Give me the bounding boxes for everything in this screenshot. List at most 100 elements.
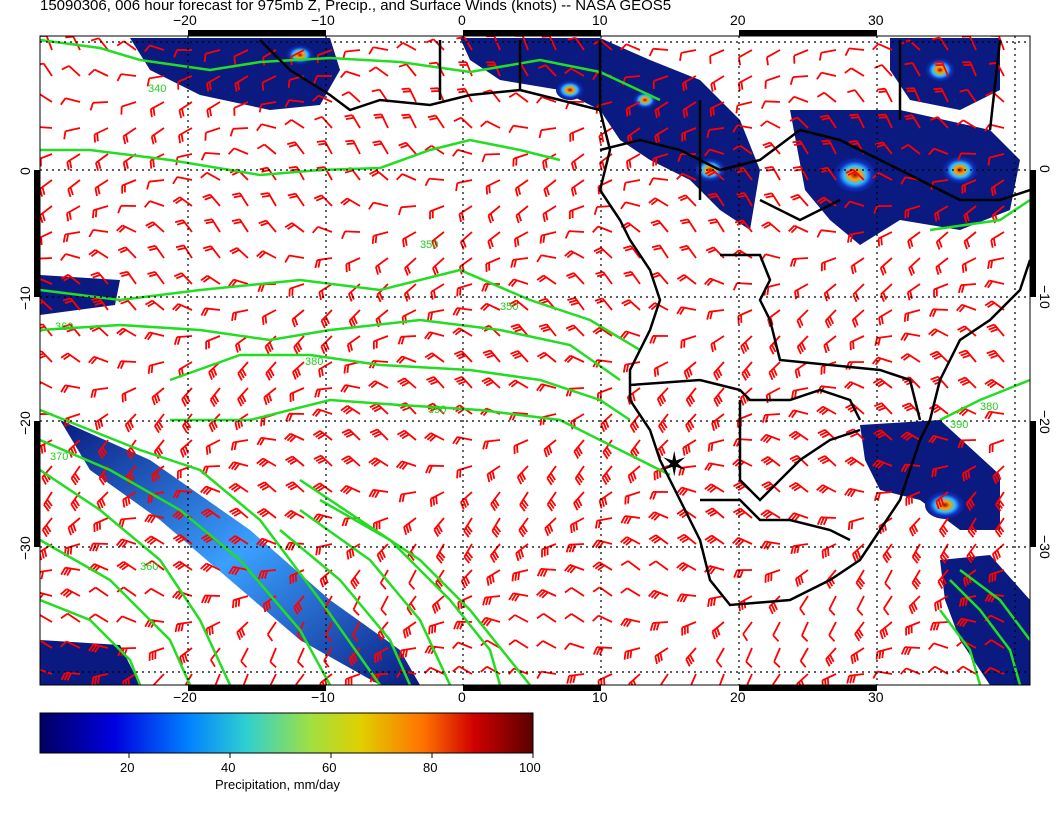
- wind-barb: [200, 485, 221, 496]
- wind-barb: [816, 516, 837, 526]
- wind-barb: [237, 387, 249, 407]
- wind-barb: [435, 569, 445, 590]
- wind-barb: [369, 673, 389, 683]
- wind-barb: [564, 354, 585, 364]
- wind-barb: [620, 617, 641, 628]
- wind-barb: [480, 665, 501, 675]
- wind-barb: [200, 508, 221, 519]
- wind-barb: [116, 360, 137, 370]
- wind-barb: [179, 439, 193, 458]
- wind-barb: [95, 153, 109, 171]
- wind-barb: [652, 153, 669, 167]
- wind-barb: [345, 257, 361, 273]
- wind-barb: [844, 456, 865, 467]
- wind-barb: [707, 192, 725, 207]
- wind-barb: [648, 589, 669, 600]
- wind-barb: [256, 537, 277, 548]
- wind-barb: [368, 201, 389, 210]
- wind-barb: [88, 613, 109, 623]
- wind-barb: [285, 455, 305, 467]
- wind-barb: [93, 127, 109, 143]
- wind-barb: [877, 113, 893, 129]
- wind-barb: [956, 617, 977, 628]
- wind-barb: [789, 75, 809, 85]
- wind-barb: [341, 428, 361, 441]
- wind-barb: [872, 378, 893, 389]
- wind-barb: [984, 123, 1005, 132]
- wind-barb: [124, 413, 137, 433]
- wind-barb: [934, 61, 949, 77]
- wind-barb: [117, 647, 137, 657]
- wind-barb: [371, 231, 389, 244]
- wind-barb: [200, 307, 221, 317]
- wind-barb: [174, 219, 193, 233]
- wind-barb: [116, 73, 137, 82]
- wind-barb: [706, 309, 725, 320]
- wind-barb: [377, 621, 389, 641]
- wind-barb: [508, 92, 529, 103]
- wind-barb: [149, 101, 165, 118]
- wind-barb: [286, 141, 305, 155]
- wind-barb: [623, 270, 641, 285]
- wind-barb: [117, 204, 137, 214]
- wind-barb: [508, 614, 529, 623]
- wind-barb: [173, 49, 193, 58]
- wind-barb: [957, 325, 977, 337]
- wind-barb: [935, 257, 949, 276]
- wind-barb: [62, 323, 81, 337]
- wind-barb: [398, 63, 417, 77]
- wind-barb: [564, 564, 585, 574]
- wind-barb: [847, 517, 865, 531]
- lat-ticks-left: 0 −10 −20 −30: [17, 167, 33, 560]
- wind-barb: [685, 647, 697, 667]
- wind-barb: [601, 465, 613, 486]
- wind-barb: [432, 257, 445, 276]
- wind-barb: [676, 562, 697, 572]
- wind-barb: [228, 147, 249, 155]
- wind-barb: [746, 673, 753, 685]
- wind-barb: [510, 323, 529, 337]
- wind-barb: [620, 515, 641, 525]
- wind-barb: [234, 413, 249, 431]
- wind-barb: [174, 621, 193, 633]
- wind-barb: [790, 193, 809, 207]
- wind-barb: [704, 277, 725, 287]
- wind-barb: [856, 595, 865, 616]
- wind-barb: [796, 309, 809, 329]
- wind-barb: [677, 194, 697, 207]
- contour-label: 360: [55, 321, 73, 333]
- wind-barb: [931, 36, 949, 51]
- wind-barb: [200, 274, 221, 285]
- wind-barb: [538, 323, 557, 337]
- wind-barb: [369, 402, 389, 415]
- wind-barb: [143, 44, 165, 53]
- wind-barb: [984, 666, 1005, 675]
- wind-barb: [398, 647, 417, 659]
- wind-barb: [536, 96, 557, 104]
- wind-barb: [935, 491, 949, 510]
- colorbar-ramp: [39, 712, 534, 754]
- wind-barb: [340, 484, 361, 495]
- wind-barb: [153, 673, 165, 685]
- wind-barb: [795, 569, 809, 587]
- wind-barb: [204, 218, 221, 233]
- wind-barb: [901, 402, 921, 415]
- wind-barb: [229, 127, 249, 137]
- wind-barb: [680, 335, 697, 349]
- wind-barb: [485, 257, 501, 272]
- wind-barb: [715, 647, 725, 668]
- graticule: [40, 36, 1030, 685]
- wind-barb: [789, 116, 809, 129]
- wind-barb: [424, 177, 445, 187]
- wind-barb: [396, 460, 417, 470]
- wind-barb: [341, 455, 361, 467]
- wind-barb: [319, 569, 333, 588]
- wind-barb: [201, 594, 221, 604]
- wind-barb: [991, 543, 1005, 562]
- wind-barb: [373, 113, 389, 129]
- contour-label: 380: [980, 401, 998, 413]
- wind-barb: [175, 244, 193, 259]
- wind-barb: [368, 457, 389, 467]
- colorbar-tick-label: 60: [322, 760, 336, 775]
- wind-barb: [261, 75, 277, 91]
